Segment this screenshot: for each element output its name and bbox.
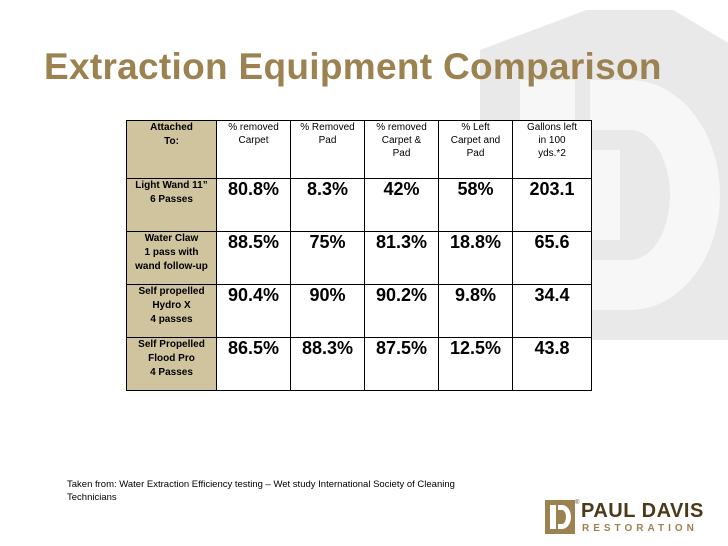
table-cell: 81.3%: [364, 231, 439, 285]
row-label-line: Water Claw: [144, 233, 199, 244]
row-label-line: Hydro X: [152, 300, 191, 311]
paul-davis-logo: ® PAUL DAVIS RESTORATION: [545, 500, 703, 536]
logo-tagline: RESTORATION: [582, 523, 698, 534]
table-cell: 90%: [290, 284, 365, 338]
header-line: Carpet and: [450, 135, 501, 146]
header-line: % removed: [228, 122, 279, 133]
header-line: Attached: [150, 122, 193, 133]
table-cell: 203.1: [512, 178, 592, 232]
row-label-water-claw: Water Claw 1 pass with wand follow-up: [126, 231, 217, 285]
header-line: Carpet &: [381, 135, 422, 146]
header-line: Gallons left: [526, 122, 578, 133]
row-label-line: wand follow-up: [135, 261, 208, 272]
row-label-light-wand: Light Wand 11” 6 Passes: [126, 178, 217, 232]
table-cell: 42%: [364, 178, 439, 232]
header-line: To:: [164, 136, 179, 147]
header-removed-carpet: % removed Carpet: [216, 120, 291, 179]
table-cell: 87.5%: [364, 337, 439, 391]
header-removed-pad: % Removed Pad: [290, 120, 365, 179]
header-left-carpet-pad: % Left Carpet and Pad: [438, 120, 513, 179]
header-removed-carpet-pad: % removed Carpet & Pad: [364, 120, 439, 179]
row-label-line: 4 passes: [150, 314, 193, 325]
table-cell: 90.2%: [364, 284, 439, 338]
table-cell: 43.8: [512, 337, 592, 391]
header-line: % Left: [461, 122, 490, 133]
table-cell: 65.6: [512, 231, 592, 285]
table-row: Light Wand 11” 6 Passes 80.8% 8.3% 42% 5…: [126, 178, 592, 232]
table-cell: 12.5%: [438, 337, 513, 391]
table-header-row: Attached To: % removed Carpet % Removed …: [126, 120, 592, 179]
comparison-table: Attached To: % removed Carpet % Removed …: [126, 120, 592, 391]
table-cell: 75%: [290, 231, 365, 285]
header-attached-to: Attached To:: [126, 120, 217, 179]
slide-title: Extraction Equipment Comparison: [44, 46, 662, 87]
row-label-line: 6 Passes: [150, 194, 193, 205]
header-line: Pad: [392, 148, 411, 159]
table-cell: 18.8%: [438, 231, 513, 285]
table-row: Self propelled Hydro X 4 passes 90.4% 90…: [126, 284, 592, 338]
header-line: Pad: [318, 135, 337, 146]
table-cell: 8.3%: [290, 178, 365, 232]
header-line: % removed: [376, 122, 427, 133]
table-cell: 58%: [438, 178, 513, 232]
row-label-flood-pro: Self Propelled Flood Pro 4 Passes: [126, 337, 217, 391]
header-line: Pad: [466, 148, 485, 159]
table-cell: 88.5%: [216, 231, 291, 285]
table-cell: 34.4: [512, 284, 592, 338]
header-line: % Removed: [300, 122, 355, 133]
table-cell: 90.4%: [216, 284, 291, 338]
table-cell: 86.5%: [216, 337, 291, 391]
table-cell: 88.3%: [290, 337, 365, 391]
row-label-line: Light Wand 11”: [135, 180, 208, 191]
table-row: Water Claw 1 pass with wand follow-up 88…: [126, 231, 592, 285]
header-gallons-left: Gallons left in 100 yds.*2: [512, 120, 592, 179]
table-cell: 80.8%: [216, 178, 291, 232]
row-label-line: 4 Passes: [150, 367, 193, 378]
header-line: yds.*2: [538, 148, 566, 159]
table-cell: 9.8%: [438, 284, 513, 338]
row-label-line: Flood Pro: [148, 353, 195, 364]
header-line: Carpet: [238, 135, 269, 146]
header-line: in 100: [538, 135, 566, 146]
row-label-line: Self Propelled: [138, 339, 205, 350]
row-label-hydro-x: Self propelled Hydro X 4 passes: [126, 284, 217, 338]
registered-mark: ®: [575, 500, 580, 506]
logo-name: PAUL DAVIS: [581, 500, 704, 522]
row-label-line: Self propelled: [138, 286, 205, 297]
table-row: Self Propelled Flood Pro 4 Passes 86.5% …: [126, 337, 592, 391]
paul-davis-emblem-icon: [545, 500, 575, 534]
row-label-line: 1 pass with: [144, 247, 199, 258]
source-note: Taken from: Water Extraction Efficiency …: [67, 479, 455, 503]
